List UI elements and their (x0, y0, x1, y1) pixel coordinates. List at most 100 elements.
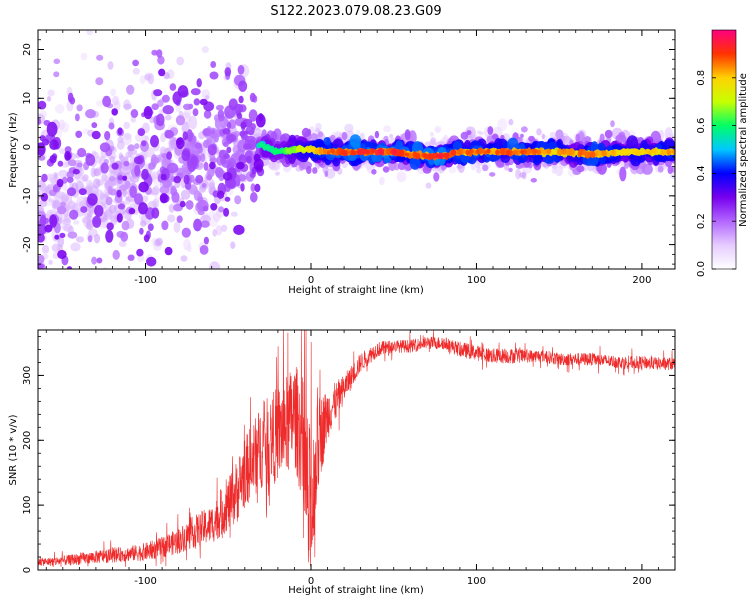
spectrogram-cell (75, 113, 80, 122)
spectrogram-cell (67, 231, 78, 239)
spectrogram-cell (62, 183, 68, 192)
spectrogram-cell (144, 135, 149, 142)
spectrogram-cell (139, 75, 146, 85)
spectrogram-cell (500, 134, 505, 140)
spectrogram-cell (505, 149, 511, 156)
spectrogram-cell (237, 65, 245, 75)
spectrogram-cell (645, 148, 649, 154)
spectrogram-cell (41, 173, 48, 183)
spectrogram-cell (222, 128, 231, 135)
spectrogram-cell (57, 235, 65, 248)
spectrogram-cell (209, 161, 216, 170)
spectrogram-cell (123, 103, 132, 110)
snr-x-axis-label: Height of straight line (km) (288, 585, 424, 596)
spectrogram-cell (67, 159, 77, 167)
spectrogram-cell (140, 220, 147, 227)
snr-y-tick-label: 200 (22, 431, 33, 450)
spectrogram-cell (203, 236, 209, 245)
spectrogram-cell (152, 185, 160, 196)
spectrogram-cell (434, 152, 439, 159)
colorbar-tick-label: 0.4 (696, 165, 707, 181)
spectrogram-cell (312, 167, 318, 174)
spectrogram-cell (370, 148, 376, 153)
spectrogram-cell (91, 256, 97, 265)
spectrogram-cell (651, 148, 658, 154)
spectrogram-cell (127, 254, 135, 261)
spectrogram-cell (58, 119, 66, 130)
spectrogram-cell (202, 139, 211, 149)
spectrogram-cell (56, 126, 62, 139)
spectrogram-cell (57, 249, 67, 259)
spectrogram-cell (107, 293, 113, 300)
spectrogram-cell (111, 275, 120, 283)
spectrogram-cell (317, 131, 324, 138)
spectrogram-cell (87, 235, 93, 243)
spectrogram-cell (499, 147, 506, 155)
spectrogram-cell (108, 176, 116, 182)
spectrogram-cell (75, 130, 83, 138)
spectrogram-cell (437, 152, 444, 159)
spectrogram-cell (111, 108, 118, 116)
spectrogram-cell (635, 154, 646, 163)
spectrogram-cell (194, 142, 202, 149)
spectrogram-cell (186, 129, 193, 142)
colorbar-tick-label: 0.6 (696, 118, 707, 134)
spectrogram-cell (93, 178, 101, 189)
spectrogram-cell (475, 149, 480, 155)
spectrogram-cell (314, 148, 319, 155)
spectrogram-cell (491, 133, 499, 140)
spectrogram-cell (224, 196, 231, 202)
chart-title: S122.2023.079.08.23.G09 (270, 4, 441, 19)
spectrogram-cell (486, 148, 491, 154)
spectrogram-x-axis-label: Height of straight line (km) (288, 285, 424, 296)
spectrogram-cell (38, 142, 46, 156)
spectrogram-cell (92, 215, 102, 228)
spectrogram-cell (448, 166, 457, 174)
spectrogram-cell (157, 99, 164, 107)
spectrogram-cell (611, 149, 616, 155)
spectrogram-cell (220, 224, 228, 232)
spectrogram-cell (151, 207, 160, 219)
spectrogram-cell (214, 118, 221, 130)
spectrogram-cell (175, 115, 185, 126)
spectrogram-cell (356, 148, 363, 156)
spectrogram-cell (156, 113, 165, 127)
spectrogram-cell (218, 206, 225, 213)
spectrogram-cell (641, 163, 653, 175)
spectrogram-cell (64, 150, 71, 161)
spectrogram-cell (44, 224, 53, 233)
snr-y-tick-label: 0 (22, 567, 33, 573)
spectrogram-cell (188, 103, 194, 110)
spectrogram-cell (76, 104, 83, 112)
spectrogram-cell (192, 108, 199, 117)
spectrogram-cell (38, 223, 47, 236)
spectrogram-cell (161, 220, 169, 231)
spectrogram-cell (555, 129, 564, 140)
spectrogram-cell (253, 153, 261, 162)
spectrogram-cell (141, 140, 147, 147)
spectrogram-cell (119, 208, 126, 215)
spectrogram-cell (141, 168, 149, 180)
spectrogram-cell (228, 98, 238, 111)
spectrogram-cell (110, 88, 117, 97)
spectrogram-cell (128, 207, 136, 215)
spectrogram-cell (310, 146, 315, 153)
spectrogram-cell (201, 273, 208, 281)
spectrogram-cell (236, 161, 245, 170)
spectrogram-cell (73, 220, 80, 225)
spectrogram-cell (151, 103, 159, 111)
spectrogram-cell (177, 85, 189, 98)
spectrogram-cell (80, 206, 88, 213)
snr-ticks: -100 0 100 200 0 100 200 300 (22, 330, 676, 587)
spectrogram-cell (85, 109, 96, 119)
spectrogram-cell (58, 169, 69, 178)
spectrogram-cell (100, 162, 109, 174)
spectrogram-cell (123, 132, 132, 140)
spectrogram-cell (396, 171, 407, 183)
spectrogram-cell (91, 122, 98, 129)
spectrogram-cell (166, 151, 173, 160)
spectrogram-cell (404, 129, 411, 141)
spectrogram-cell (147, 223, 154, 231)
spectrogram-cell (190, 88, 201, 96)
spectrogram-cell (117, 276, 124, 285)
